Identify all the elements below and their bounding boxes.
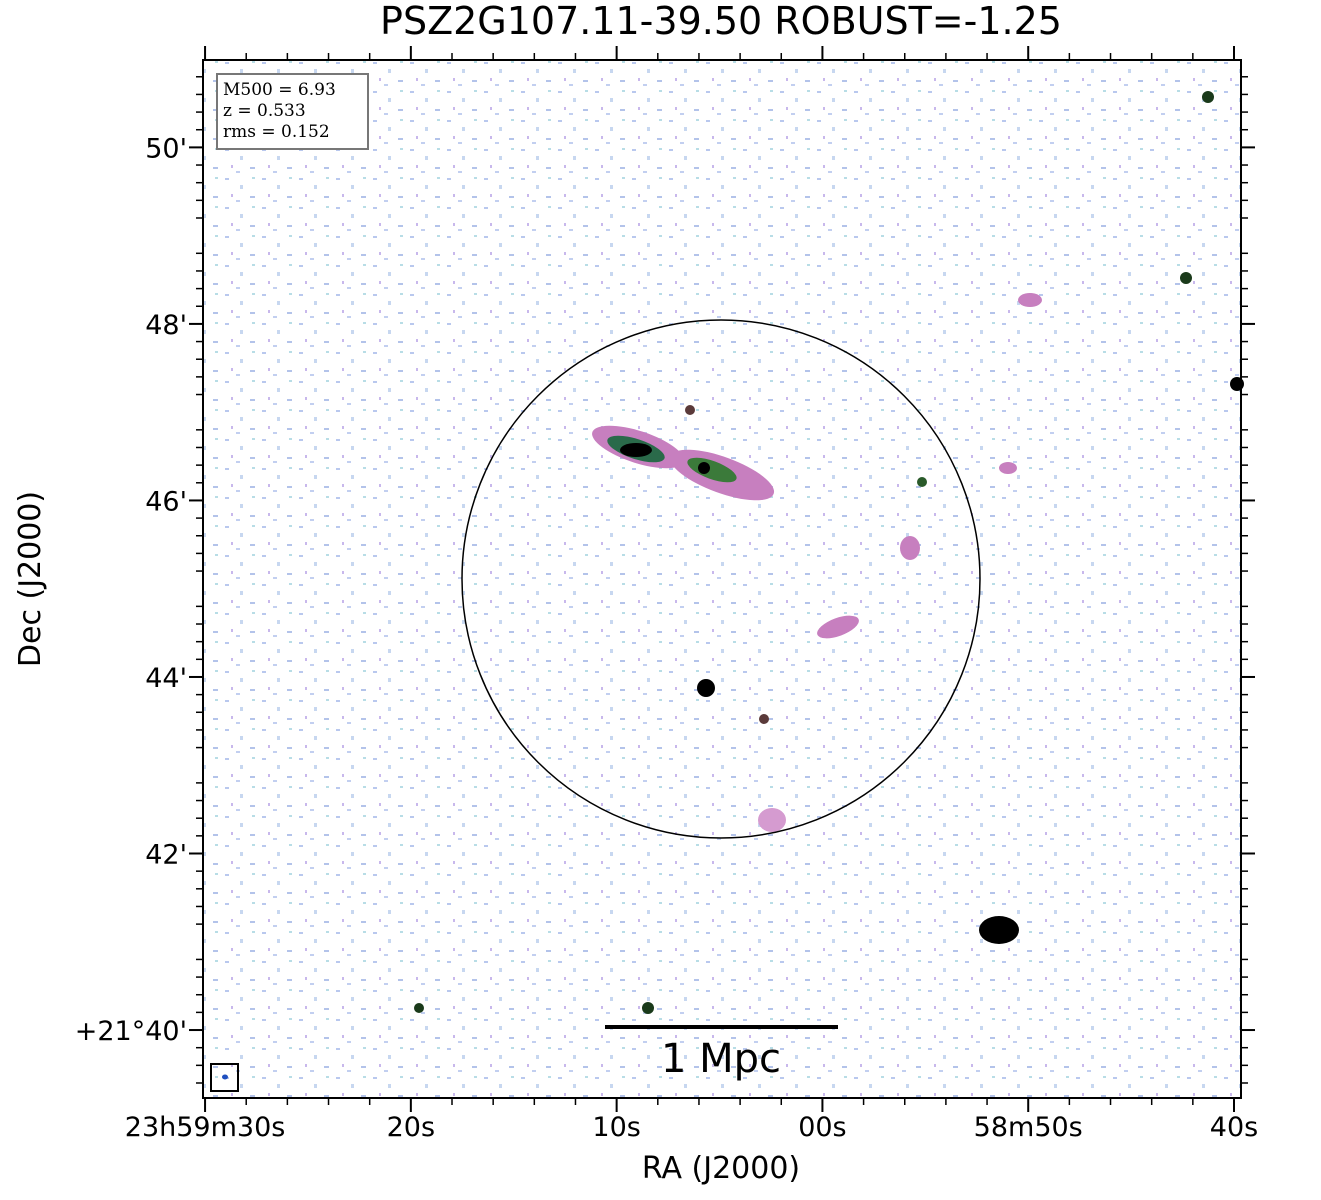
info-line: z = 0.533 bbox=[223, 101, 306, 121]
y-tick-label: 44' bbox=[145, 663, 187, 694]
frame bbox=[202, 59, 1242, 1099]
x-tick-label: 58m50s bbox=[974, 1112, 1083, 1143]
map-background bbox=[203, 60, 1241, 1098]
sources bbox=[414, 91, 1244, 1014]
x-tick-label: 40s bbox=[1210, 1112, 1258, 1143]
scale-bar-label: 1 Mpc bbox=[661, 1036, 781, 1082]
y-tick-label: 48' bbox=[145, 310, 187, 341]
y-tick-label: 42' bbox=[145, 840, 187, 871]
info-line: rms = 0.152 bbox=[223, 122, 330, 142]
radio-map: 1 Mpc bbox=[202, 59, 1244, 1099]
r500-circle bbox=[461, 319, 981, 839]
x-tick-label: 00s bbox=[798, 1112, 846, 1143]
x-axis-label: RA (J2000) bbox=[642, 1151, 800, 1186]
info-line: M500 = 6.93 bbox=[223, 80, 336, 100]
beam bbox=[222, 1074, 228, 1080]
info-box bbox=[216, 73, 369, 150]
x-tick-label: 23h59m30s bbox=[125, 1112, 286, 1143]
beam-box bbox=[210, 1063, 239, 1092]
y-tick-label: 46' bbox=[145, 486, 187, 517]
x-tick-label: 10s bbox=[592, 1112, 640, 1143]
chart-title: PSZ2G107.11-39.50 ROBUST=-1.25 bbox=[380, 0, 1062, 43]
x-tick-label: 20s bbox=[387, 1112, 435, 1143]
y-axis-label: Dec (J2000) bbox=[13, 491, 48, 667]
y-tick-label: 50' bbox=[145, 133, 187, 164]
y-tick-label: +21°40' bbox=[75, 1016, 187, 1047]
